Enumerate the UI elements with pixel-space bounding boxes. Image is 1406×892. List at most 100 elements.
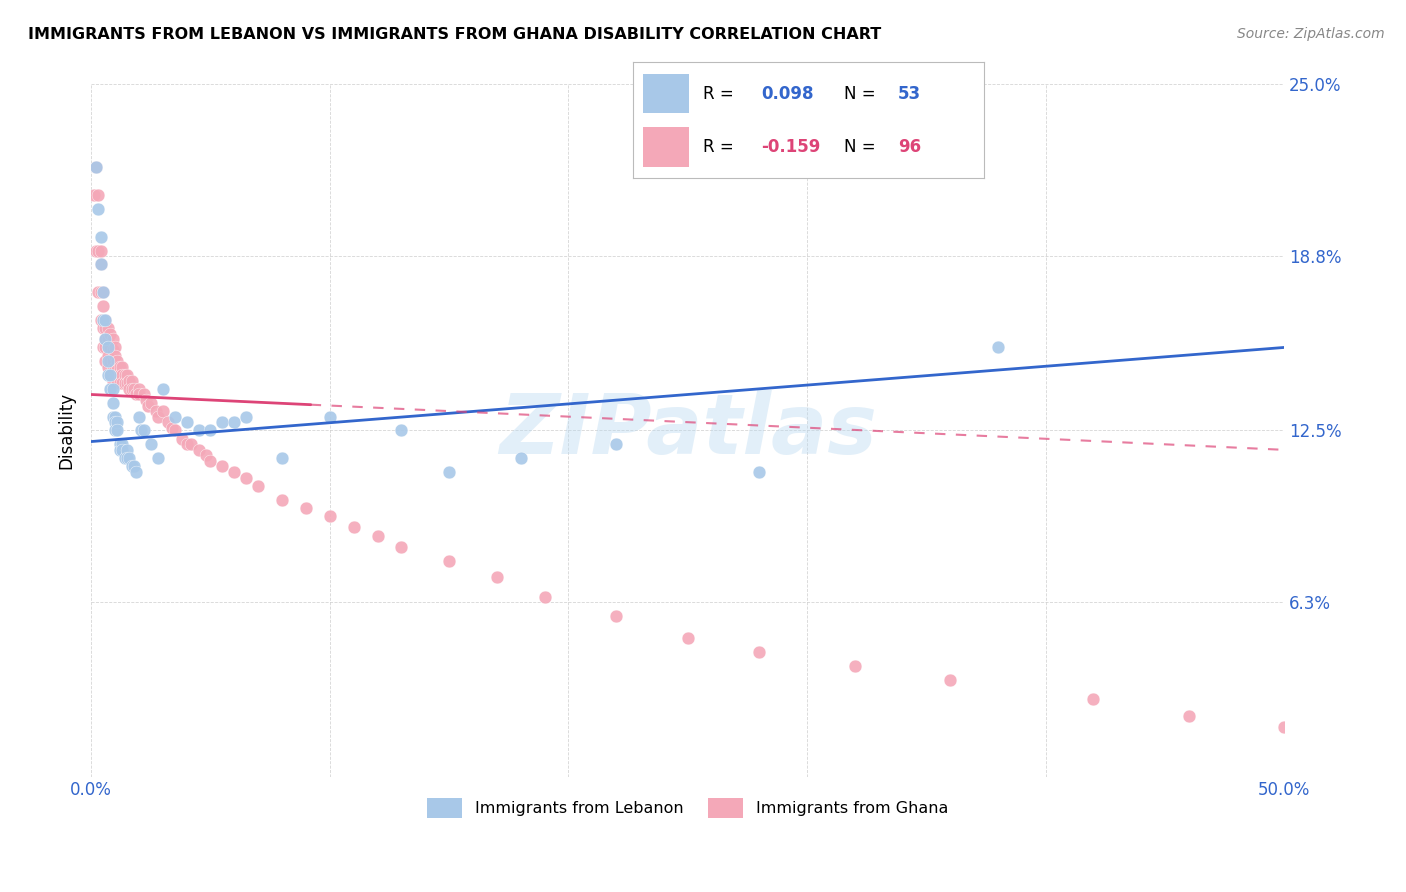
Point — [87, 188, 110, 202]
Point — [91, 321, 114, 335]
Point — [224, 465, 246, 479]
Point — [97, 354, 120, 368]
Point — [176, 437, 198, 451]
Point — [115, 376, 138, 391]
Text: 0.098: 0.098 — [761, 85, 814, 103]
Point — [676, 631, 699, 645]
Text: IMMIGRANTS FROM LEBANON VS IMMIGRANTS FROM GHANA DISABILITY CORRELATION CHART: IMMIGRANTS FROM LEBANON VS IMMIGRANTS FR… — [28, 27, 882, 42]
Point — [180, 437, 202, 451]
Point — [101, 343, 124, 358]
FancyBboxPatch shape — [644, 128, 689, 167]
Point — [235, 409, 257, 424]
Text: 53: 53 — [898, 85, 921, 103]
Point — [748, 465, 770, 479]
Point — [97, 349, 120, 363]
Point — [176, 415, 198, 429]
Point — [98, 368, 121, 383]
Point — [437, 465, 460, 479]
Point — [437, 553, 460, 567]
Point — [94, 332, 117, 346]
Point — [122, 459, 145, 474]
Point — [104, 415, 127, 429]
Point — [108, 359, 131, 374]
Point — [104, 409, 127, 424]
Point — [271, 451, 294, 466]
Point — [91, 312, 114, 326]
Point — [90, 257, 112, 271]
Point — [90, 285, 112, 299]
Point — [1178, 708, 1201, 723]
Point — [224, 415, 246, 429]
Point — [128, 409, 150, 424]
Point — [101, 362, 124, 376]
Text: N =: N = — [844, 138, 880, 156]
Point — [128, 387, 150, 401]
Point — [135, 392, 157, 407]
Point — [200, 424, 222, 438]
Point — [107, 354, 129, 368]
Point — [97, 368, 120, 383]
Point — [97, 340, 120, 354]
Point — [509, 451, 531, 466]
Point — [118, 374, 141, 388]
Point — [104, 359, 127, 374]
Point — [139, 396, 162, 410]
Point — [107, 415, 129, 429]
Point — [87, 285, 110, 299]
Point — [1272, 720, 1295, 734]
Point — [114, 451, 136, 466]
Point — [91, 340, 114, 354]
Point — [114, 368, 136, 383]
Point — [343, 520, 366, 534]
Point — [98, 368, 121, 383]
Point — [132, 424, 155, 438]
Text: N =: N = — [844, 85, 880, 103]
Point — [98, 340, 121, 354]
Text: R =: R = — [703, 138, 740, 156]
Text: ZIPatlas: ZIPatlas — [499, 390, 877, 471]
Point — [125, 465, 148, 479]
Point — [90, 257, 112, 271]
Point — [104, 368, 127, 383]
Point — [247, 479, 270, 493]
Point — [115, 368, 138, 383]
Point — [748, 645, 770, 659]
Point — [162, 420, 184, 434]
Point — [605, 609, 627, 624]
Point — [101, 374, 124, 388]
Point — [139, 437, 162, 451]
Point — [156, 415, 179, 429]
Text: -0.159: -0.159 — [761, 138, 820, 156]
Point — [97, 321, 120, 335]
Point — [83, 188, 105, 202]
Point — [121, 459, 143, 474]
Point — [271, 492, 294, 507]
Point — [108, 376, 131, 391]
Point — [187, 442, 209, 457]
Point — [146, 409, 169, 424]
Point — [108, 437, 131, 451]
Point — [125, 387, 148, 401]
Point — [98, 354, 121, 368]
Point — [115, 442, 138, 457]
Point — [389, 424, 412, 438]
Point — [104, 340, 127, 354]
FancyBboxPatch shape — [644, 74, 689, 113]
Point — [94, 321, 117, 335]
Point — [163, 424, 186, 438]
Point — [87, 202, 110, 216]
Point — [114, 376, 136, 391]
Point — [115, 451, 138, 466]
Point — [128, 382, 150, 396]
Point — [194, 449, 217, 463]
Point — [98, 382, 121, 396]
Point — [295, 500, 318, 515]
Point — [200, 454, 222, 468]
Point — [118, 451, 141, 466]
Point — [104, 349, 127, 363]
Point — [121, 374, 143, 388]
Point — [101, 354, 124, 368]
Point — [97, 359, 120, 374]
Point — [94, 312, 117, 326]
Point — [101, 409, 124, 424]
